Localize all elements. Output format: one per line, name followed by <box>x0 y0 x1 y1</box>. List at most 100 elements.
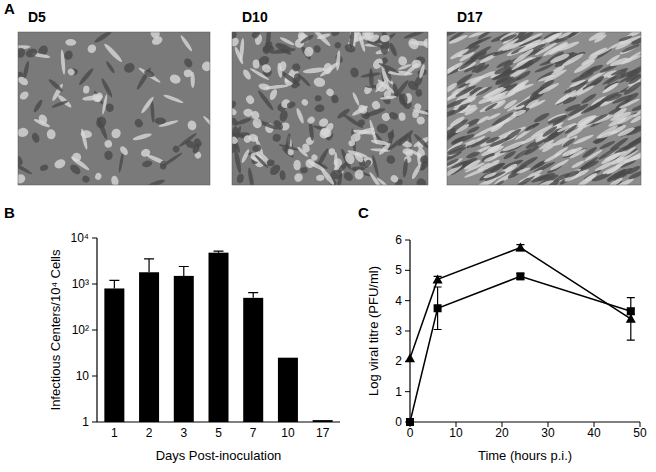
cell <box>316 174 325 181</box>
cell <box>267 159 275 166</box>
cell <box>583 149 603 163</box>
cell <box>547 113 568 125</box>
cell <box>264 40 273 49</box>
cell <box>411 59 422 69</box>
marker <box>433 274 443 283</box>
cell <box>447 65 456 77</box>
series-line <box>410 248 631 359</box>
cell <box>524 122 540 133</box>
cell <box>233 46 244 65</box>
y-tick-label: 1 <box>82 415 89 429</box>
cell <box>526 169 543 180</box>
error-bar <box>627 308 635 314</box>
cell <box>572 133 594 145</box>
cell <box>577 114 596 125</box>
cell <box>617 113 637 126</box>
micrograph <box>18 32 210 185</box>
cell <box>299 33 314 44</box>
micrograph-label: D5 <box>28 9 46 25</box>
cell <box>518 155 539 169</box>
cell <box>63 49 75 61</box>
y-tick-label: 6 <box>395 233 402 247</box>
cell <box>51 99 69 108</box>
y-tick <box>92 422 97 423</box>
cell <box>330 32 340 37</box>
cell <box>503 127 522 142</box>
error-bar <box>627 298 635 340</box>
cell <box>525 98 540 110</box>
bar <box>139 272 159 422</box>
cell <box>313 44 322 54</box>
micrograph-frame <box>447 32 641 185</box>
micrograph-bg <box>18 32 210 185</box>
cell <box>334 41 342 49</box>
cell <box>552 172 571 184</box>
cell <box>588 32 607 43</box>
cell <box>268 88 278 101</box>
cell <box>303 45 315 57</box>
cell <box>416 116 426 126</box>
cell <box>258 82 271 91</box>
cell <box>489 162 505 175</box>
cell <box>387 133 410 152</box>
cell <box>110 127 123 140</box>
cell <box>146 178 166 185</box>
cell <box>252 59 259 68</box>
cell <box>389 174 399 184</box>
cell <box>342 170 355 182</box>
cell <box>65 39 76 46</box>
cell <box>279 170 286 181</box>
bar <box>243 298 263 422</box>
y-axis-label: Log viral titre (PFU/ml) <box>366 266 381 396</box>
cell <box>622 80 641 97</box>
cell <box>388 111 399 121</box>
series-line <box>410 276 631 422</box>
cell <box>349 132 361 143</box>
bar <box>174 276 194 422</box>
cell <box>110 175 119 185</box>
cell <box>402 158 409 177</box>
cell <box>18 155 24 166</box>
cell <box>80 128 89 150</box>
cell <box>202 115 210 130</box>
cell <box>483 154 498 163</box>
cell <box>236 173 245 184</box>
micrograph-frame <box>232 32 428 185</box>
cell <box>484 85 505 99</box>
panel-label: B <box>4 204 15 221</box>
cell <box>460 96 477 106</box>
cell <box>378 62 400 75</box>
cell <box>491 179 505 185</box>
micrograph-bg <box>447 32 641 185</box>
cell <box>233 149 242 173</box>
cell <box>405 149 414 157</box>
cell <box>291 62 302 73</box>
cell <box>277 63 283 78</box>
cell <box>561 52 585 68</box>
cell <box>78 67 95 86</box>
cell <box>349 32 355 50</box>
y-tick <box>405 270 410 271</box>
y-tick <box>405 391 410 392</box>
y-tick <box>92 284 97 285</box>
cell <box>250 32 261 40</box>
cell <box>200 60 210 74</box>
cell <box>83 85 90 94</box>
cell <box>39 163 49 172</box>
cell <box>415 177 428 185</box>
y-tick <box>92 238 97 239</box>
cell <box>626 164 641 175</box>
cell <box>597 129 618 140</box>
micrograph-frame <box>18 32 210 185</box>
cell <box>447 143 467 155</box>
cell <box>506 81 527 97</box>
cell <box>533 111 551 123</box>
cell <box>534 63 554 74</box>
y-tick-label: 0 <box>395 415 402 429</box>
cell <box>313 76 326 87</box>
plot-area <box>104 251 332 422</box>
x-tick-label: 2 <box>146 426 153 440</box>
error-bar <box>214 251 224 253</box>
cell <box>448 34 468 46</box>
cell <box>232 117 239 127</box>
